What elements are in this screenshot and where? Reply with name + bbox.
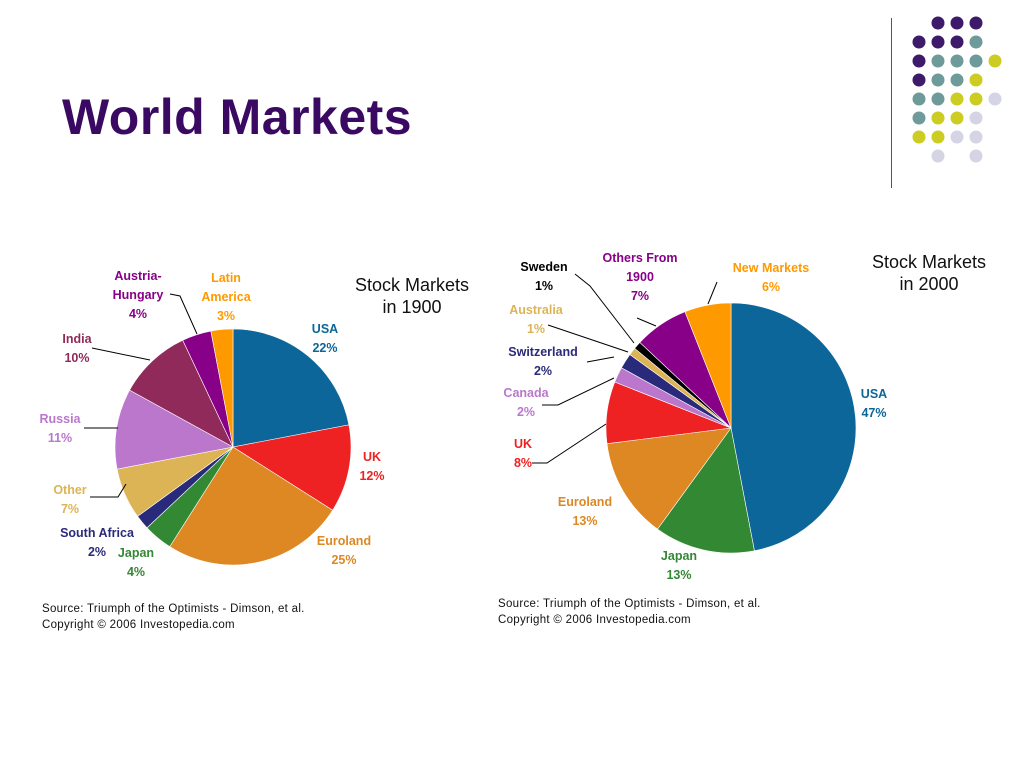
pie-chart-1900: USA 22% UK 12% Euroland 25% Japan 4%South Afric… xyxy=(40,269,470,579)
leader-line xyxy=(169,293,198,335)
leader-line xyxy=(547,324,629,353)
slice-label: Japan 4% xyxy=(118,546,154,579)
decor-dot xyxy=(950,35,964,49)
decor-dot xyxy=(912,54,926,68)
decor-dot xyxy=(931,35,945,49)
leader-line xyxy=(636,317,657,327)
decor-dot xyxy=(969,111,983,125)
chart-title: Stock Markets in 1900 xyxy=(355,275,469,317)
title-divider-line xyxy=(891,18,892,188)
slice-label: Sweden 1% xyxy=(520,260,567,293)
decor-dot xyxy=(988,92,1002,106)
slice-label: Euroland 25% xyxy=(317,534,371,567)
source-note-1900: Source: Triumph of the Optimists - Dimso… xyxy=(42,601,305,633)
source-note-2000: Source: Triumph of the Optimists - Dimso… xyxy=(498,596,761,628)
slice-label: Canada 2% xyxy=(503,386,549,419)
leader-line xyxy=(91,347,151,361)
decor-dot xyxy=(950,16,964,30)
decor-dot xyxy=(912,92,926,106)
decor-dot xyxy=(969,54,983,68)
decor-dot xyxy=(931,54,945,68)
slice-label: USA 47% xyxy=(861,387,887,420)
decorative-dot-grid xyxy=(912,16,1002,163)
slice-label: Latin America 3% xyxy=(201,271,251,323)
decor-dot xyxy=(969,35,983,49)
decor-dot xyxy=(931,92,945,106)
slice-label: USA 22% xyxy=(312,322,338,355)
decor-dot xyxy=(950,92,964,106)
decor-dot xyxy=(950,111,964,125)
leader-line xyxy=(586,356,615,363)
decor-dot xyxy=(931,73,945,87)
decor-dot xyxy=(969,73,983,87)
source-line: Source: Triumph of the Optimists - Dimso… xyxy=(42,603,305,615)
pie-slice-russia xyxy=(114,389,234,470)
slice-label: Russia 11% xyxy=(40,412,82,445)
slice-label: UK 12% xyxy=(359,450,384,483)
pie-slice-usa xyxy=(730,302,857,552)
pie-chart-2000: USA 47% Japan 13% Euroland 13% UK 8% Canada 2% Swi… xyxy=(503,251,986,582)
decor-dot xyxy=(969,130,983,144)
decor-dot xyxy=(912,73,926,87)
decor-dot xyxy=(969,16,983,30)
pie-slice-latin-america xyxy=(210,328,234,448)
pie-slice-euroland xyxy=(169,446,334,566)
decor-dot xyxy=(950,73,964,87)
decor-dot xyxy=(969,92,983,106)
pie-slice-india xyxy=(129,339,234,448)
slice-label: Switzerland 2% xyxy=(508,345,577,378)
leader-line xyxy=(707,281,718,305)
copyright-line: Copyright © 2006 Investopedia.com xyxy=(42,619,235,631)
decor-dot xyxy=(950,130,964,144)
decor-dot xyxy=(931,111,945,125)
slice-label: Australia 1% xyxy=(509,303,564,336)
pie-slice-euroland xyxy=(606,427,732,530)
decor-dot xyxy=(912,130,926,144)
decor-dot xyxy=(988,54,1002,68)
decor-dot xyxy=(950,54,964,68)
decor-dot xyxy=(912,35,926,49)
chart-title: Stock Markets in 2000 xyxy=(872,252,986,294)
slice-label: Other 7% xyxy=(53,483,86,516)
slice-label: Japan 13% xyxy=(661,549,697,582)
source-line: Source: Triumph of the Optimists - Dimso… xyxy=(498,598,761,610)
slice-label: Others From 1900 7% xyxy=(602,251,677,303)
slice-label: Austria-Hungary 4% xyxy=(113,269,164,321)
slide-title: World Markets xyxy=(62,89,413,145)
leader-line xyxy=(532,423,607,464)
leader-line xyxy=(542,377,615,406)
pie-slice-new-markets xyxy=(684,302,732,429)
slice-label: India 10% xyxy=(62,332,92,365)
slice-label: UK 8% xyxy=(514,437,532,470)
decor-dot xyxy=(931,149,945,163)
pie-slice-japan xyxy=(657,427,755,554)
decor-dot xyxy=(912,111,926,125)
decor-dot xyxy=(969,149,983,163)
leader-line xyxy=(90,483,127,498)
decor-dot xyxy=(931,130,945,144)
decor-dot xyxy=(931,16,945,30)
copyright-line: Copyright © 2006 Investopedia.com xyxy=(498,614,691,626)
leader-line xyxy=(574,273,635,344)
slice-label: New Markets 6% xyxy=(733,261,809,294)
slice-label: Euroland 13% xyxy=(558,495,612,528)
slice-label: South Africa 2% xyxy=(60,526,135,559)
pie-slice-usa xyxy=(232,328,350,448)
pie-slice-uk xyxy=(232,424,352,511)
